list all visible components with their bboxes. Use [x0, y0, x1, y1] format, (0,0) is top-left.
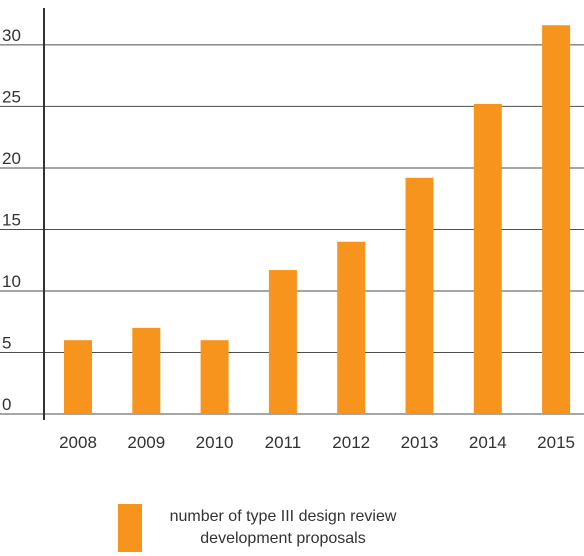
bar-2014 — [473, 103, 502, 415]
y-tick-label: 25 — [2, 87, 21, 106]
x-tick-label-2010: 2010 — [196, 433, 234, 452]
bars — [64, 25, 571, 415]
bar-2012 — [337, 241, 366, 414]
y-tick-label: 5 — [2, 333, 11, 352]
x-tick-label-2011: 2011 — [265, 433, 302, 452]
x-tick-label-2008: 2008 — [59, 433, 97, 452]
x-tick-label-2014: 2014 — [469, 433, 507, 452]
bar-2010 — [200, 340, 229, 414]
x-tick-label-2012: 2012 — [332, 433, 370, 452]
bar-2015 — [542, 25, 571, 414]
y-tick-label: 15 — [2, 210, 21, 229]
bar-2008 — [64, 340, 92, 414]
x-axis-tick-labels: 2008 2009 2010 2011 2012 2013 2014 2015 — [59, 433, 575, 452]
y-tick-label: 10 — [2, 272, 21, 291]
y-tick-label: 0 — [2, 395, 11, 414]
y-tick-label: 30 — [2, 26, 21, 45]
x-tick-label-2015: 2015 — [537, 433, 575, 452]
legend-label: number of type III design review develop… — [169, 508, 397, 547]
x-tick-label-2009: 2009 — [127, 433, 165, 452]
y-tick-label: 20 — [2, 149, 21, 168]
legend: number of type III design review develop… — [118, 504, 458, 554]
bar-2009 — [132, 327, 161, 414]
bar-2013 — [405, 177, 434, 414]
y-axis-tick-labels: 0 5 10 15 20 25 30 — [2, 26, 21, 414]
x-tick-label-2013: 2013 — [401, 433, 439, 452]
legend-swatch — [118, 504, 142, 552]
bar-2011 — [268, 270, 297, 414]
